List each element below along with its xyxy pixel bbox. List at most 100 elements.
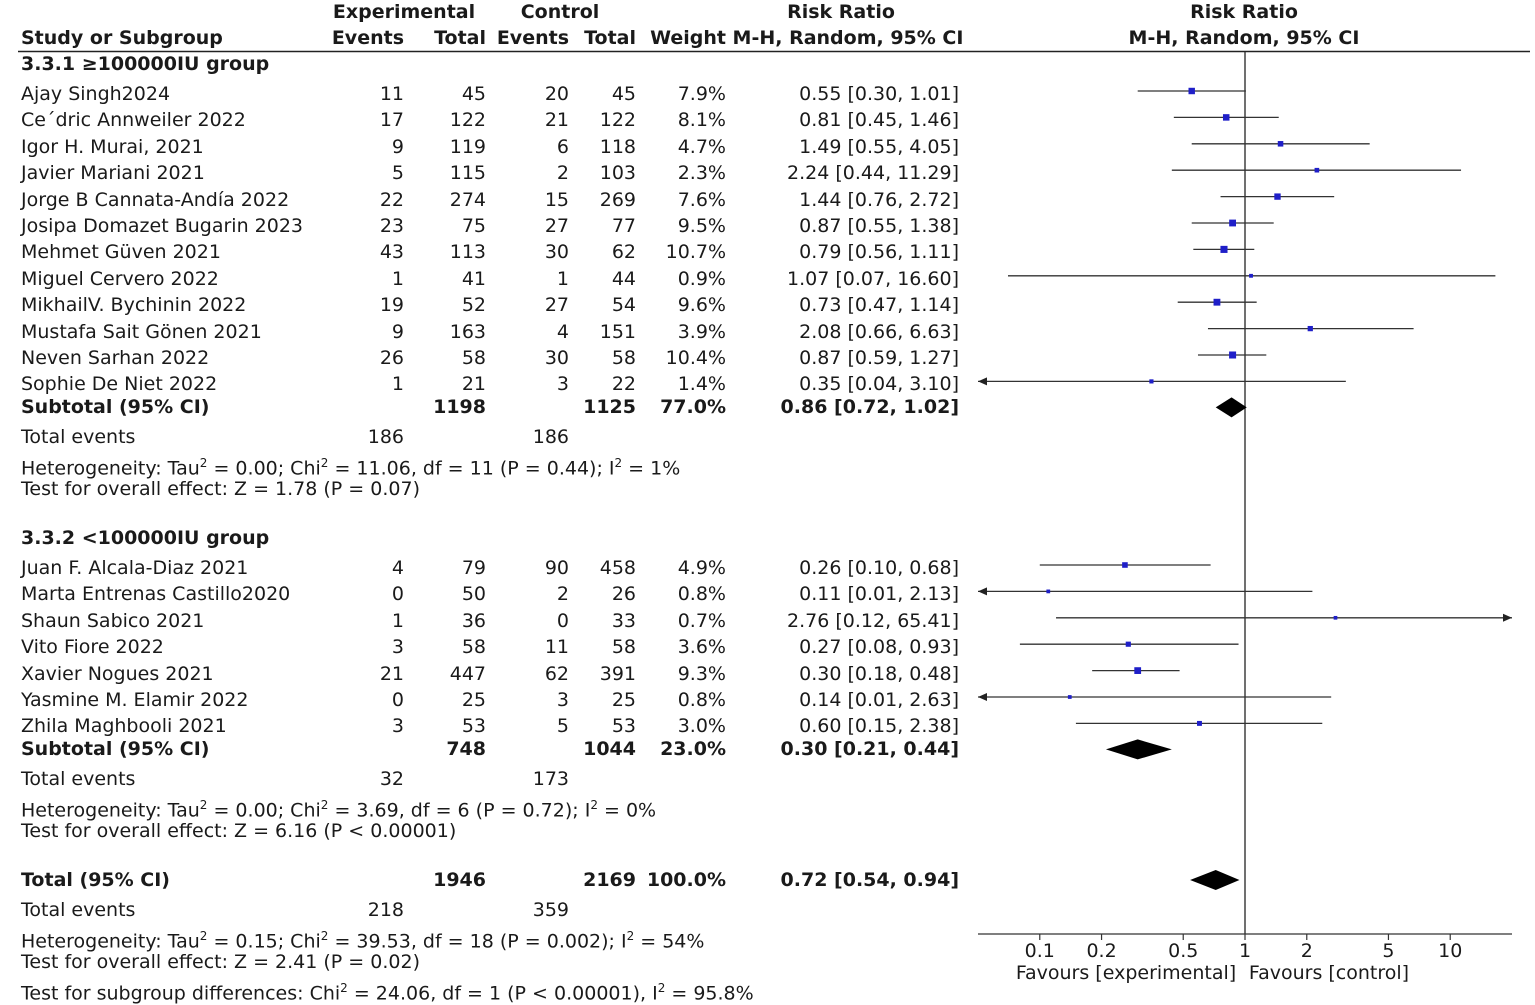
header-control: Control [520, 1, 600, 23]
header-rr-method: M-H, Random, 95% CI [732, 27, 964, 49]
ctrl-events: 15 [544, 188, 569, 211]
total-exp-total: 1946 [433, 869, 486, 891]
subgroup-differences-text: Test for subgroup differences: Chi2 = 24… [21, 981, 754, 1005]
study-name: Ajay Singh2024 [21, 83, 171, 105]
study-ci: 2.24 [0.44, 11.29] [787, 162, 959, 185]
study-weight: 3.0% [677, 715, 726, 738]
study-ci: 0.26 [0.10, 0.68] [799, 557, 959, 579]
study-weight: 4.9% [677, 557, 726, 579]
exp-events: 4 [391, 557, 404, 579]
exp-total: 41 [461, 267, 486, 290]
ci-arrow-right [1503, 613, 1512, 622]
header-ctrl-events: Events [496, 27, 569, 49]
exp-total: 447 [449, 662, 486, 685]
total-events-label: Total events [21, 768, 136, 791]
exp-events: 17 [379, 109, 404, 132]
x-tick-label: 5 [1382, 940, 1395, 962]
subtotal-diamond [1215, 397, 1247, 418]
ctrl-events: 2 [556, 162, 569, 185]
study-weight: 7.6% [677, 188, 726, 211]
exp-events: 9 [391, 320, 404, 343]
total-events-exp: 186 [367, 426, 404, 449]
exp-events: 0 [391, 689, 404, 711]
effect-point [1249, 273, 1253, 278]
study-ci: 0.87 [0.55, 1.38] [799, 215, 959, 237]
study-weight: 3.9% [677, 320, 726, 343]
subtotal-ci: 0.86 [0.72, 1.02] [780, 396, 959, 419]
subgroup-title: 3.3.1 ≥100000IU group [21, 53, 270, 75]
ctrl-events: 11 [544, 636, 569, 659]
subtotal-exp-total: 1198 [433, 396, 486, 419]
ctrl-total: 77 [611, 215, 636, 237]
exp-events: 23 [379, 215, 404, 237]
study-name: Yasmine M. Elamir 2022 [21, 689, 249, 711]
x-tick-label: 1 [1238, 940, 1252, 962]
exp-events: 19 [379, 294, 404, 317]
subtotal-ctrl-total: 1125 [583, 396, 636, 419]
ctrl-events: 20 [544, 83, 569, 105]
study-name: Ce´dric Annweiler 2022 [21, 109, 246, 132]
header-exp-events: Events [331, 27, 404, 49]
study-ci: 0.35 [0.04, 3.10] [799, 373, 959, 396]
effect-point [1188, 87, 1195, 95]
ctrl-total: 22 [611, 373, 636, 396]
study-name: Shaun Sabico 2021 [21, 609, 205, 632]
total-overall-effect-text: Test for overall effect: Z = 2.41 (P = 0… [21, 951, 420, 973]
ctrl-total: 62 [611, 241, 636, 264]
header-ctrl-total: Total [584, 27, 636, 49]
total-events-ctrl: 173 [532, 768, 569, 791]
exp-total: 58 [461, 347, 486, 369]
study-weight: 7.9% [677, 83, 726, 105]
study-weight: 9.5% [677, 215, 726, 237]
study-ci: 1.07 [0.07, 16.60] [787, 267, 959, 290]
subtotal-exp-total: 748 [446, 738, 486, 761]
exp-total: 45 [461, 83, 486, 105]
study-ci: 0.81 [0.45, 1.46] [799, 109, 959, 132]
effect-point [1197, 720, 1202, 726]
header-experimental: Experimental [332, 1, 476, 23]
ctrl-total: 53 [611, 715, 636, 738]
study-name: MikhailV. Bychinin 2022 [21, 294, 247, 317]
ctrl-total: 58 [611, 636, 636, 659]
exp-events: 1 [391, 373, 404, 396]
ctrl-total: 103 [599, 162, 636, 185]
study-weight: 0.7% [677, 609, 726, 632]
subtotal-label: Subtotal (95% CI) [21, 738, 210, 761]
effect-point [1125, 641, 1131, 647]
effect-point [1046, 589, 1051, 594]
header-plot-method: M-H, Random, 95% CI [1128, 27, 1360, 49]
ctrl-total: 391 [599, 662, 636, 685]
study-weight: 2.3% [677, 162, 726, 185]
study-weight: 10.4% [665, 347, 726, 369]
total-weight: 100.0% [646, 869, 726, 891]
exp-events: 26 [379, 347, 404, 369]
ctrl-total: 269 [599, 188, 636, 211]
exp-events: 9 [391, 135, 404, 158]
study-ci: 1.44 [0.76, 2.72] [799, 188, 959, 211]
effect-point [1229, 351, 1237, 359]
x-tick-label: 0.1 [1024, 940, 1055, 962]
ctrl-events: 1 [556, 267, 569, 290]
exp-total: 25 [461, 689, 486, 711]
exp-events: 1 [391, 267, 404, 290]
study-ci: 0.87 [0.59, 1.27] [799, 347, 959, 369]
effect-point [1314, 167, 1320, 173]
study-name: Mustafa Sait Gönen 2021 [21, 320, 262, 343]
overall-effect-text: Test for overall effect: Z = 6.16 (P < 0… [21, 820, 457, 843]
exp-total: 52 [461, 294, 486, 317]
study-name: Jorge B Cannata-Andía 2022 [21, 188, 290, 211]
total-ci: 0.72 [0.54, 0.94] [780, 869, 959, 891]
exp-total: 75 [461, 215, 486, 237]
ctrl-events: 21 [544, 109, 569, 132]
study-weight: 0.8% [677, 583, 726, 606]
effect-point [1134, 667, 1142, 674]
ctrl-total: 44 [611, 267, 636, 290]
study-ci: 2.76 [0.12, 65.41] [787, 609, 959, 632]
study-weight: 9.3% [677, 662, 726, 685]
heterogeneity-text: Heterogeneity: Tau2 = 0.00; Chi2 = 11.06… [21, 456, 681, 480]
study-ci: 0.27 [0.08, 0.93] [799, 636, 959, 659]
overall-effect-text: Test for overall effect: Z = 1.78 (P = 0… [21, 478, 420, 501]
ctrl-events: 5 [556, 715, 569, 738]
header-weight: Weight [650, 27, 726, 49]
